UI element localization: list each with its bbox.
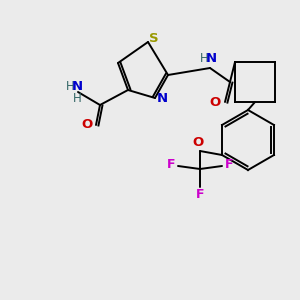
Text: N: N — [206, 52, 217, 65]
Text: F: F — [225, 158, 233, 172]
Text: S: S — [149, 32, 159, 44]
Text: H: H — [200, 52, 208, 65]
Text: O: O — [209, 95, 220, 109]
Text: F: F — [196, 188, 204, 202]
Text: O: O — [192, 136, 204, 149]
Text: H: H — [66, 80, 74, 94]
Text: F: F — [167, 158, 175, 172]
Text: O: O — [81, 118, 93, 131]
Text: N: N — [156, 92, 168, 106]
Text: H: H — [73, 92, 81, 104]
Text: N: N — [71, 80, 82, 94]
